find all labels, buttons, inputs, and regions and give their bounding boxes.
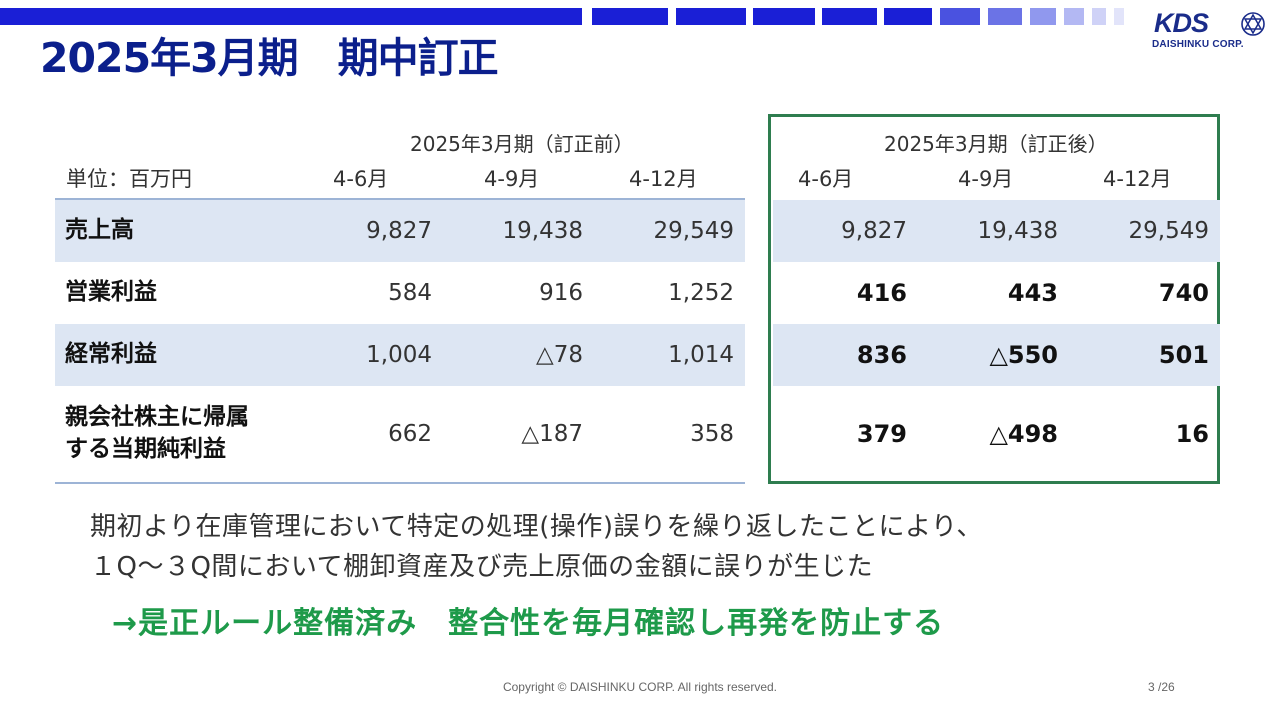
before-value: 662	[388, 421, 432, 447]
after-value: 9,827	[841, 218, 907, 244]
corrective-action: →是正ルール整備済み 整合性を毎月確認し再発を防止する	[112, 606, 945, 641]
unit-label: 単位：百万円	[66, 167, 192, 191]
before-value: △78	[536, 342, 583, 368]
before-col-q2: 4-9月	[484, 167, 540, 191]
before-col-q1: 4-6月	[333, 167, 389, 191]
before-value: 29,549	[653, 218, 734, 244]
revised-figures-frame	[768, 114, 1220, 484]
before-period-header: 2025年3月期（訂正前）	[410, 132, 634, 156]
table-row: 親会社株主に帰属 する当期純利益 662 △187 358 379 △498 1…	[55, 386, 1220, 482]
page-title: 2025年3月期 期中訂正	[40, 34, 499, 82]
after-value: △550	[989, 341, 1058, 369]
logo-mark: KDS	[1154, 8, 1209, 38]
logo-company-name: DAISHINKU CORP.	[1152, 39, 1244, 50]
row-label-line2: する当期純利益	[65, 436, 226, 462]
page-number: 3 /26	[1148, 680, 1175, 694]
after-value: 443	[1007, 279, 1058, 307]
row-label: 経常利益	[65, 341, 157, 367]
after-value: 416	[856, 279, 907, 307]
before-value: 916	[539, 280, 583, 306]
after-value: 740	[1158, 279, 1209, 307]
after-value: 16	[1175, 420, 1209, 448]
before-value: △187	[521, 421, 583, 447]
after-period-header: 2025年3月期（訂正後）	[884, 132, 1108, 156]
copyright: Copyright © DAISHINKU CORP. All rights r…	[502, 680, 778, 694]
before-col-q3: 4-12月	[629, 167, 698, 191]
before-value: 9,827	[366, 218, 432, 244]
after-value: 501	[1158, 341, 1209, 369]
after-col-q3: 4-12月	[1103, 167, 1172, 191]
table-bottom-line	[55, 482, 745, 484]
before-value: 358	[690, 421, 734, 447]
table-row: 営業利益 584 916 1,252 416 443 740	[55, 262, 1220, 324]
after-value: △498	[989, 420, 1058, 448]
explanation-line-2: １Q～３Q間において棚卸資産及び売上原価の金額に誤りが生じた	[90, 552, 874, 582]
explanation-line-1: 期初より在庫管理において特定の処理(操作)誤りを繰り返したことにより、	[90, 512, 983, 542]
header-decoration-bar	[0, 8, 1138, 25]
before-value: 19,438	[502, 218, 583, 244]
company-logo: KDS DAISHINKU CORP.	[1148, 8, 1268, 54]
after-col-q2: 4-9月	[958, 167, 1014, 191]
after-value: 19,438	[977, 218, 1058, 244]
before-value: 1,014	[668, 342, 734, 368]
table-row: 売上高 9,827 19,438 29,549 9,827 19,438 29,…	[55, 200, 1220, 262]
before-value: 584	[388, 280, 432, 306]
before-value: 1,252	[668, 280, 734, 306]
after-value: 29,549	[1128, 218, 1209, 244]
after-value: 836	[856, 341, 907, 369]
before-value: 1,004	[366, 342, 432, 368]
after-value: 379	[856, 420, 907, 448]
row-label: 親会社株主に帰属	[65, 404, 249, 430]
table-row: 経常利益 1,004 △78 1,014 836 △550 501	[55, 324, 1220, 386]
header-divider	[55, 198, 745, 200]
row-label: 営業利益	[65, 279, 157, 305]
star-of-david-icon	[1241, 12, 1265, 36]
row-label: 売上高	[65, 217, 134, 243]
after-col-q1: 4-6月	[798, 167, 854, 191]
